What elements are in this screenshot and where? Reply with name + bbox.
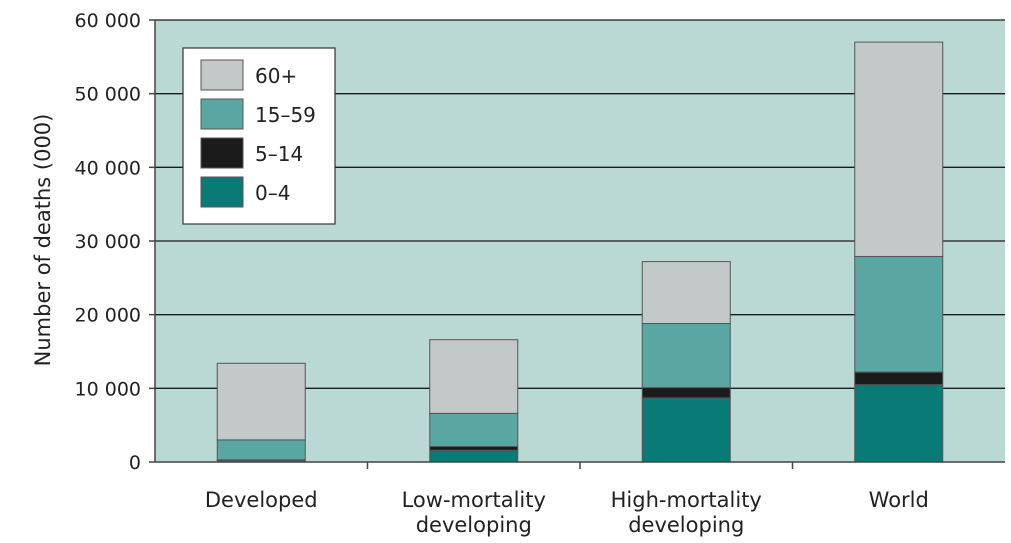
y-axis-title: Number of deaths (000) (31, 114, 55, 367)
legend-label: 60+ (255, 64, 297, 88)
bar-segment (216, 439, 306, 461)
legend-label: 15–59 (255, 103, 316, 127)
y-tick-label: 30 000 (75, 231, 141, 253)
bar-segment (641, 387, 731, 399)
x-tick-label: World (869, 488, 929, 512)
bar-segment (429, 412, 519, 448)
bars (216, 41, 944, 463)
bar-segment (641, 261, 731, 325)
legend-swatch (200, 98, 244, 130)
bar-segment (429, 449, 519, 463)
x-tick-label: developing (628, 513, 744, 537)
bar-segment (854, 255, 944, 373)
legend-swatch (200, 59, 244, 91)
x-tick-label: developing (416, 513, 532, 537)
y-tick-label: 0 (129, 452, 141, 474)
bar-segment (641, 323, 731, 389)
bar-segment (216, 362, 306, 441)
y-tick-label: 50 000 (75, 84, 141, 106)
y-tick-label: 60 000 (75, 10, 141, 32)
x-axis-labels: Developed Low-mortalitydevelopingHigh-mor… (205, 488, 929, 537)
bar-segment (854, 371, 944, 386)
y-tick-label: 40 000 (75, 157, 141, 179)
bar-segment (429, 446, 519, 451)
bar-segment (641, 397, 731, 463)
x-axis-ticks (366, 462, 794, 469)
x-tick-label: Developed (205, 488, 318, 512)
bar-segment (854, 41, 944, 257)
y-tick-label: 10 000 (75, 378, 141, 400)
legend-swatch (200, 176, 244, 208)
legend-swatch (200, 137, 244, 169)
x-tick-label: High-mortality (611, 488, 762, 512)
y-axis-ticks: 0 10 000 20 000 30 000 40 000 50 000 60 000 (75, 10, 155, 474)
bar-segment (429, 339, 519, 414)
legend-label: 0–4 (255, 181, 290, 205)
legend: 60+ 15–59 5–14 0–4 (182, 47, 336, 225)
y-tick-label: 20 000 (75, 305, 141, 327)
legend-label: 5–14 (255, 142, 303, 166)
bar-segment (854, 384, 944, 463)
x-tick-label: Low-mortality (402, 488, 546, 512)
